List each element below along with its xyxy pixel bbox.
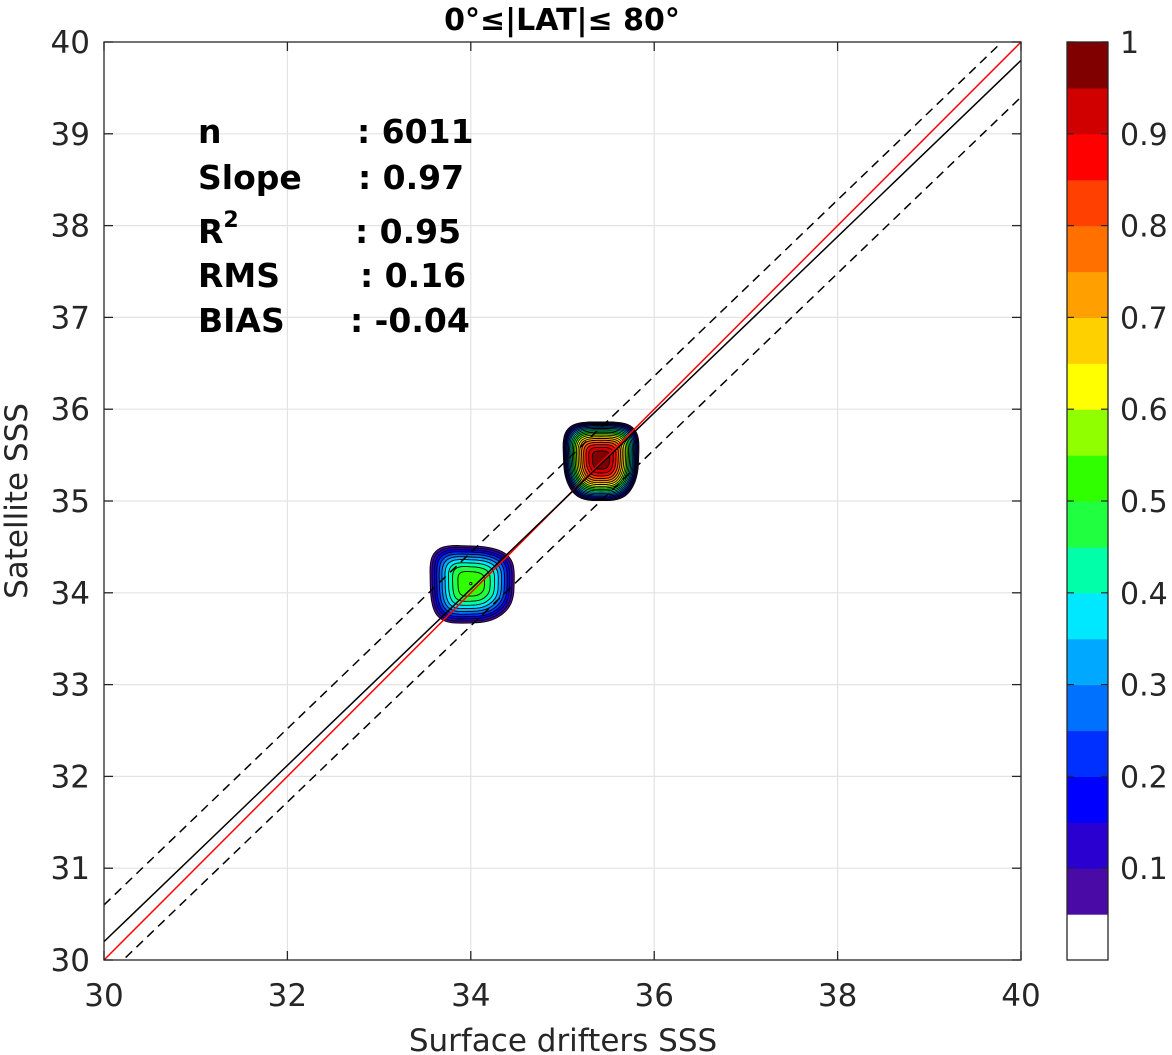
line-upper-bound [104,42,1003,906]
stat-label-4: BIAS [198,301,285,340]
stat-value-1: : 0.97 [358,158,464,197]
colorbar-segment-5 [1067,684,1108,732]
colorbar-tick-label-2: 0.3 [1120,669,1168,704]
stat-3: RMS : 0.16 [198,256,466,295]
colorbar-tick-label-5: 0.6 [1120,393,1168,428]
colorbar-segment-3 [1067,776,1108,823]
stat-label-1: Slope [198,158,302,197]
y-tick-label-1: 31 [51,851,90,887]
y-tick-label-5: 35 [51,484,90,520]
y-tick-label-9: 39 [51,117,90,153]
colorbar-segment-9 [1067,501,1108,548]
colorbar-tick-label-1: 0.2 [1120,760,1168,795]
y-tick-label-8: 38 [51,209,90,245]
colorbar-segment-14 [1067,271,1108,318]
contour-level-1-11 [469,582,473,586]
colorbar: 0.1 0.2 0.3 0.4 0.5 0.6 0.7 0.8 0.9 1 [1066,26,1168,961]
x-tick-labels: 30 32 34 36 38 40 [84,978,1040,1014]
stat-label-3: RMS [198,256,280,295]
colorbar-segment-0 [1067,914,1108,961]
grid-lines [104,42,1021,960]
stat-1: Slope : 0.97 [198,158,464,197]
line-lower-bound [122,96,1021,960]
colorbar-segment-13 [1067,317,1108,364]
colorbar-segment-16 [1067,179,1108,227]
x-tick-label-3: 36 [634,978,673,1014]
stat-label-sup-2: 2 [223,208,238,233]
stat-value-0: : 6011 [357,112,474,151]
y-tick-label-6: 36 [51,392,90,428]
stat-value-3: : 0.16 [360,256,466,295]
y-axis-label: Satellite SSS [0,403,35,599]
stat-2: R2: 0.95 [198,208,461,251]
colorbar-tick-label-8: 0.9 [1120,118,1168,153]
colorbar-segment-12 [1067,363,1108,410]
x-axis-label: Surface drifters SSS [409,1023,717,1055]
colorbar-segment-2 [1067,822,1108,869]
colorbar-tick-label-3: 0.4 [1120,577,1168,612]
stat-0: n : 6011 [198,112,474,151]
stat-4: BIAS : -0.04 [198,301,470,340]
cluster-1 [429,545,515,624]
x-tick-label-4: 38 [818,978,857,1014]
colorbar-tick-label-0: 0.1 [1120,852,1168,887]
colorbar-segment-15 [1067,225,1108,273]
y-tick-label-2: 32 [51,759,90,795]
colorbar-tick-label-7: 0.8 [1120,210,1168,245]
stat-label-0: n [198,112,222,151]
axis-ticks [103,41,1022,961]
colorbar-segment-17 [1067,133,1108,181]
colorbar-segment-18 [1067,87,1108,135]
y-tick-labels: 30 31 32 33 34 35 36 37 38 39 40 [51,25,90,979]
colorbar-segment-8 [1067,546,1108,594]
x-tick-label-2: 34 [451,978,490,1014]
colorbar-segment-1 [1067,868,1108,915]
y-tick-label-4: 34 [51,576,90,612]
y-tick-label-7: 37 [51,300,90,336]
colorbar-segment-19 [1067,42,1108,89]
x-tick-label-0: 30 [84,978,123,1014]
colorbar-tick-label-4: 0.5 [1120,485,1168,520]
colorbar-tick-label-9: 1 [1120,26,1139,61]
colorbar-segment-4 [1067,730,1108,777]
colorbar-segment-11 [1067,409,1108,456]
regression-lines [104,42,1021,960]
colorbar-segment-10 [1067,455,1108,502]
line-fit [104,59,1021,943]
stat-value-2: : 0.95 [355,212,461,251]
colorbar-segment-7 [1067,592,1108,640]
y-tick-label-0: 30 [51,943,90,979]
contour-level-0-19 [591,450,611,470]
colorbar-tick-label-6: 0.7 [1120,301,1168,336]
chart-title: 0°≤|LAT|≤ 80° [444,3,680,38]
x-tick-label-5: 40 [1001,978,1040,1014]
y-tick-label-10: 40 [51,25,90,61]
x-tick-label-1: 32 [268,978,307,1014]
colorbar-segment-6 [1067,638,1108,686]
stat-value-4: : -0.04 [350,301,470,340]
y-tick-label-3: 33 [51,668,90,704]
